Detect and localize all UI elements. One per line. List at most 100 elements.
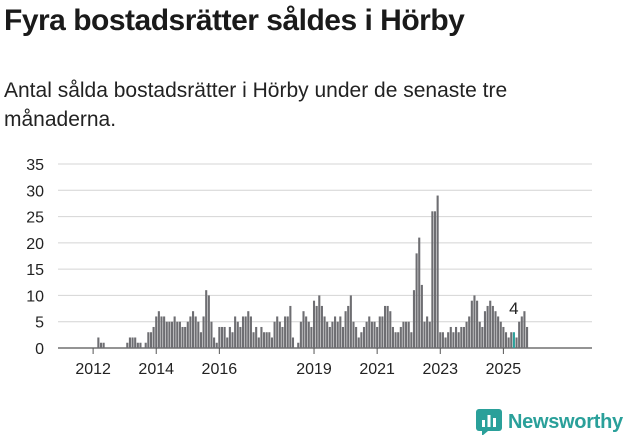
bar <box>507 337 510 348</box>
bar <box>389 311 392 348</box>
bar <box>247 311 250 348</box>
bar <box>486 305 489 348</box>
bar <box>481 326 484 348</box>
bar <box>318 295 321 348</box>
bar <box>186 321 189 348</box>
bar <box>365 321 368 348</box>
bar <box>255 326 258 348</box>
bar <box>239 326 242 348</box>
bar <box>136 342 139 348</box>
bar <box>139 342 142 348</box>
bar <box>210 321 213 348</box>
bar <box>386 305 389 348</box>
bar <box>428 321 431 348</box>
bar <box>194 316 197 348</box>
bar <box>494 311 497 348</box>
bar <box>315 305 318 348</box>
bar <box>362 326 366 348</box>
bar <box>220 326 224 348</box>
gridlines <box>58 163 592 349</box>
bar <box>433 211 437 348</box>
bar <box>328 326 331 348</box>
bar <box>184 326 187 348</box>
bar <box>336 321 339 348</box>
bar <box>405 321 408 348</box>
bar <box>465 321 468 348</box>
bar <box>189 316 192 348</box>
bar <box>218 326 221 348</box>
bar <box>426 316 429 348</box>
bar <box>476 300 479 348</box>
bar <box>520 316 523 348</box>
bar <box>326 321 329 348</box>
bar <box>205 290 208 348</box>
bar <box>447 332 450 348</box>
bar <box>302 311 305 348</box>
bar <box>152 326 155 348</box>
y-tick-label: 35 <box>26 157 44 174</box>
bar <box>347 305 350 348</box>
bar <box>415 253 418 348</box>
bar <box>444 337 447 348</box>
y-tick-label: 0 <box>35 341 44 358</box>
bar <box>223 326 226 348</box>
bar <box>397 332 400 348</box>
bar <box>165 321 168 348</box>
y-tick-label: 20 <box>26 236 44 253</box>
bar <box>331 321 334 348</box>
bar <box>391 326 394 348</box>
bar <box>357 337 360 348</box>
bar <box>260 326 263 348</box>
bar <box>170 321 174 348</box>
chart-subtitle: Antal sålda bostadsrätter i Hörby under … <box>4 79 508 131</box>
bar <box>102 342 105 348</box>
bar <box>423 321 426 348</box>
bar <box>231 332 234 348</box>
bar <box>310 326 313 348</box>
bar <box>241 316 245 348</box>
bar <box>515 337 518 348</box>
bar <box>236 321 239 348</box>
bar <box>126 342 129 348</box>
bar <box>134 337 137 348</box>
bar <box>97 337 100 348</box>
bar <box>149 332 153 348</box>
bar <box>402 321 405 348</box>
bar <box>483 311 487 348</box>
bar <box>473 295 476 348</box>
bar <box>213 337 216 348</box>
bar <box>510 332 513 348</box>
last-value-label: 4 <box>509 299 518 318</box>
bar <box>178 321 181 348</box>
bar <box>373 321 376 348</box>
bar <box>457 332 460 348</box>
x-axis-ticks: 2012 2014 2016 2019 2021 2023 2025 <box>75 348 521 378</box>
bar <box>176 321 179 348</box>
bar <box>289 305 292 348</box>
bar <box>244 316 247 348</box>
bar <box>270 337 273 348</box>
x-tick-label: 2014 <box>138 361 174 378</box>
bar <box>468 316 471 348</box>
bar <box>305 316 308 348</box>
bar <box>355 326 358 348</box>
y-tick-label: 5 <box>35 315 44 332</box>
bar <box>410 332 413 348</box>
bar <box>312 300 316 348</box>
bar <box>436 195 439 348</box>
bar <box>202 316 205 348</box>
bar <box>470 300 473 348</box>
y-tick-label: 10 <box>26 288 44 305</box>
x-tick-label: 2019 <box>296 361 332 378</box>
bar <box>249 316 252 348</box>
bar <box>383 305 387 348</box>
bar <box>460 326 463 348</box>
bar <box>523 311 526 348</box>
bar <box>407 321 410 348</box>
bar <box>228 326 231 348</box>
bar <box>268 332 271 348</box>
bar <box>499 321 502 348</box>
bar <box>281 326 284 348</box>
bars <box>97 195 529 348</box>
bar <box>265 332 268 348</box>
